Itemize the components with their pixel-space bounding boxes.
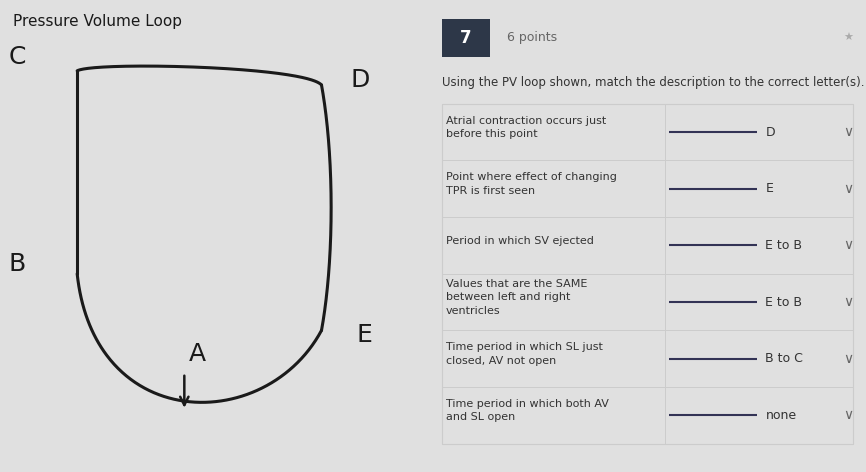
Text: B: B [9,253,26,276]
Text: Time period in which SL just
closed, AV not open: Time period in which SL just closed, AV … [446,342,603,366]
Text: B to C: B to C [766,352,804,365]
Text: Period in which SV ejected: Period in which SV ejected [446,236,594,246]
Text: Atrial contraction occurs just
before this point: Atrial contraction occurs just before th… [446,116,606,139]
Text: D: D [351,68,370,92]
Text: ∨: ∨ [843,238,854,253]
FancyBboxPatch shape [442,19,490,57]
Text: ★: ★ [843,33,854,43]
Text: ∨: ∨ [843,295,854,309]
Text: ∨: ∨ [843,352,854,366]
Text: ∨: ∨ [843,182,854,196]
Text: 7: 7 [460,29,472,47]
Text: C: C [9,45,26,68]
Text: E to B: E to B [766,239,803,252]
Text: E to B: E to B [766,295,803,309]
Text: ∨: ∨ [843,408,854,422]
Text: 6 points: 6 points [507,31,558,44]
Text: Point where effect of changing
TPR is first seen: Point where effect of changing TPR is fi… [446,172,617,196]
Text: Using the PV loop shown, match the description to the correct letter(s).: Using the PV loop shown, match the descr… [442,76,864,89]
Text: Values that are the SAME
between left and right
ventricles: Values that are the SAME between left an… [446,279,587,316]
Text: none: none [766,409,797,422]
Text: ∨: ∨ [843,125,854,139]
Text: E: E [766,182,773,195]
Text: D: D [766,126,775,139]
Text: A: A [189,342,206,366]
Text: E: E [357,323,372,347]
Text: Pressure Volume Loop: Pressure Volume Loop [13,14,182,29]
Text: Time period in which both AV
and SL open: Time period in which both AV and SL open [446,399,609,422]
